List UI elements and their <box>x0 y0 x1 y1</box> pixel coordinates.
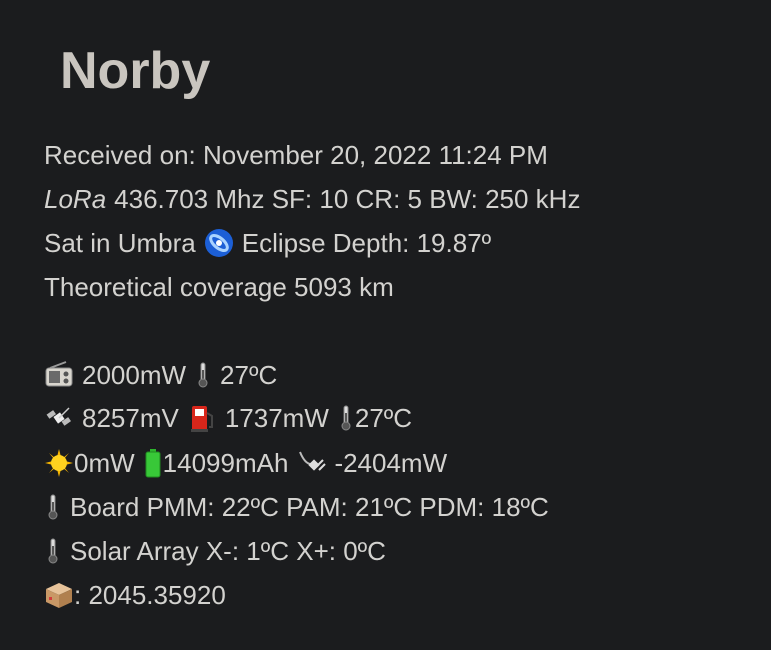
package-value: : 2045.35920 <box>74 580 226 610</box>
solar-power: 0mW <box>74 448 135 478</box>
solar-array-temps: Solar Array X-: 1ºC X+: 0ºC <box>70 536 386 566</box>
received-line: Received on: November 20, 2022 11:24 PM <box>44 139 548 171</box>
radio-line: 2000mW 27ºC <box>44 359 277 391</box>
board-temps-line: Board PMM: 22ºC PAM: 21ºC PDM: 18ºC <box>44 491 549 523</box>
lora-details: 436.703 Mhz SF: 10 CR: 5 BW: 250 kHz <box>114 184 581 214</box>
thermometer-icon <box>337 403 355 433</box>
coverage-text: Theoretical coverage 5093 km <box>44 272 394 302</box>
package-icon <box>44 580 74 610</box>
umbra-line: Sat in Umbra Eclipse Depth: 19.87º <box>44 227 491 259</box>
galaxy-icon <box>204 228 234 258</box>
coverage-line: Theoretical coverage 5093 km <box>44 271 394 303</box>
plug-power: -2404mW <box>334 448 448 478</box>
sun-icon <box>44 448 74 478</box>
board-temps: Board PMM: 22ºC PAM: 21ºC PDM: 18ºC <box>70 492 549 522</box>
package-line: : 2045.35920 <box>44 579 226 611</box>
received-text: Received on: November 20, 2022 11:24 PM <box>44 140 548 170</box>
fuel-power: 1737mW <box>224 403 329 433</box>
power-line: 8257mV 1737mW 27ºC <box>44 402 412 434</box>
lora-label: LoRa <box>44 184 107 214</box>
thermometer-icon <box>194 360 212 390</box>
fuel-temp: 27ºC <box>354 403 413 433</box>
solar-array-line: Solar Array X-: 1ºC X+: 0ºC <box>44 535 386 567</box>
radio-power: 2000mW <box>82 360 187 390</box>
thermometer-icon <box>44 536 62 566</box>
umbra-text: Sat in Umbra <box>44 228 196 258</box>
eclipse-depth: Eclipse Depth: 19.87º <box>241 228 492 258</box>
thermometer-icon <box>44 492 62 522</box>
fuel-pump-icon <box>187 403 217 433</box>
radio-icon <box>44 360 74 390</box>
satellite-voltage: 8257mV <box>82 403 179 433</box>
lora-line: LoRa 436.703 Mhz SF: 10 CR: 5 BW: 250 kH… <box>44 183 580 215</box>
battery-icon <box>143 448 163 478</box>
solar-line: 0mW 14099mAh -2404mW <box>44 447 447 479</box>
plug-icon <box>296 448 327 478</box>
battery-capacity: 14099mAh <box>162 448 289 478</box>
page-title: Norby <box>60 42 211 100</box>
radio-temp: 27ºC <box>220 360 278 390</box>
satellite-icon <box>44 403 74 433</box>
